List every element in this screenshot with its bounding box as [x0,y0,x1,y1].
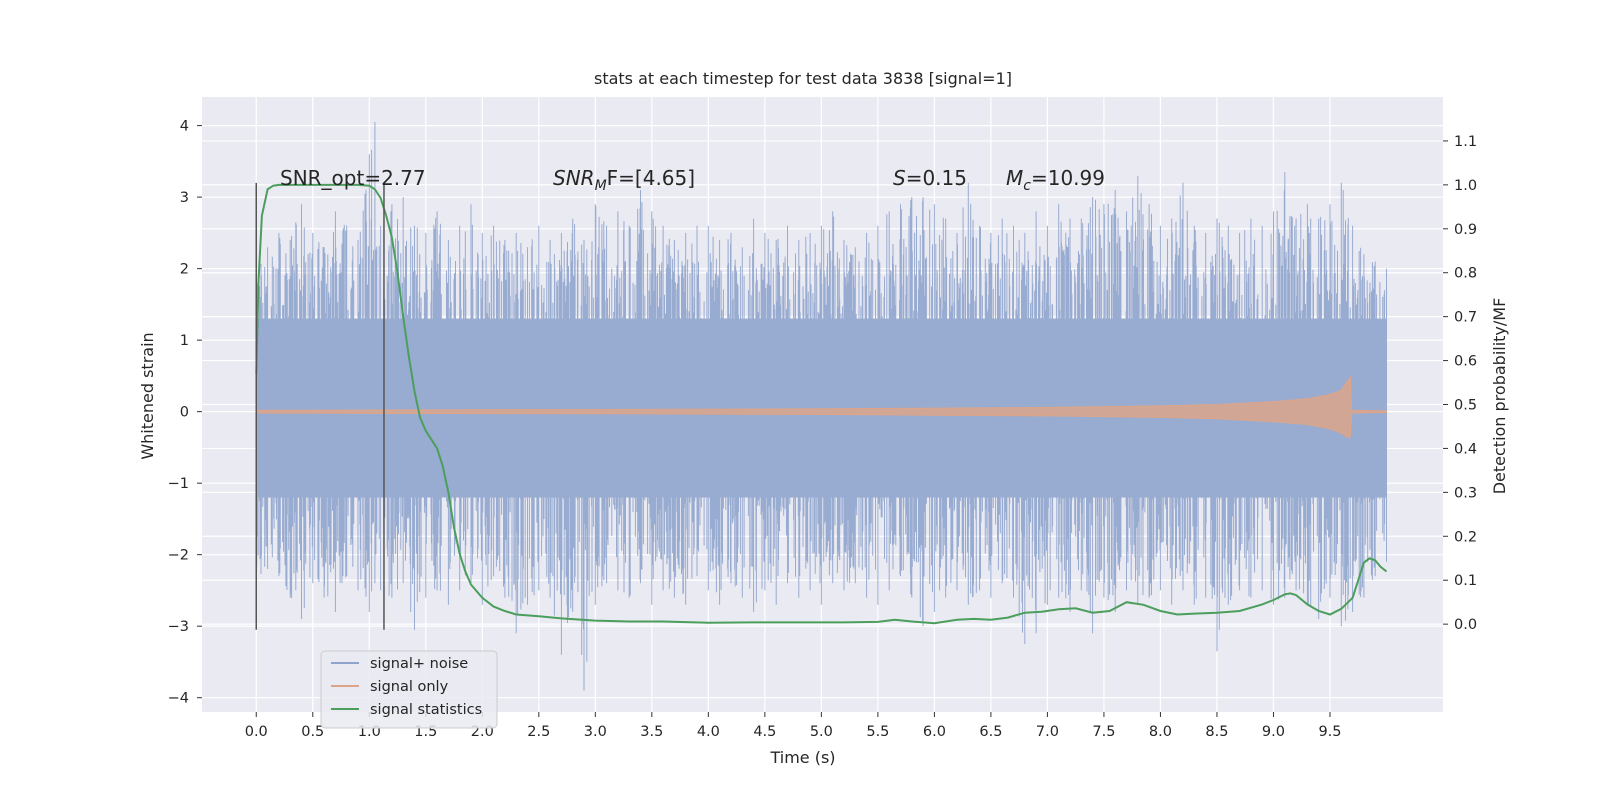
x-tick-label-18: 9.0 [1262,724,1285,740]
y-tick-right-label-1: 1.0 [1454,178,1477,194]
x-tick-label-14: 7.0 [1036,724,1059,740]
x-tick-label-1: 0.5 [301,724,324,740]
y-tick-right-label-7: 0.4 [1454,441,1477,457]
x-tick-label-11: 5.5 [866,724,889,740]
annotations: SNR_opt=2.77 SNRMF=[4.65] S=0.15 Mc=10.9… [280,166,1105,194]
annotation-snr-mf-rest: F=[4.65] [607,166,695,190]
y-tick-right-label-6: 0.5 [1454,398,1477,414]
x-tick-label-10: 5.0 [810,724,833,740]
vertical-markers [255,182,385,630]
x-tick-label-15: 7.5 [1092,724,1115,740]
y-tick-left-label-8: −4 [168,691,189,707]
y-tick-right-label-0: 1.1 [1454,134,1477,150]
y-tick-right-label-4: 0.7 [1454,310,1477,326]
x-tick-label-9: 4.5 [753,724,776,740]
x-tick-label-8: 4.0 [697,724,720,740]
series-signal-statistics [255,183,1388,625]
legend-label-signal-noise: signal+ noise [370,656,468,672]
y-tick-left-label-0: 4 [180,119,189,135]
y-tick-left-label-1: 3 [180,190,189,206]
y-tick-right-label-11: 0.0 [1454,617,1477,633]
annotation-mc-rest: =10.99 [1031,166,1105,190]
y-tick-right-label-10: 0.1 [1454,573,1477,589]
y-tick-left-label-5: −1 [168,476,189,492]
x-tick-label-19: 9.5 [1318,724,1341,740]
x-axis-label: Time (s) [769,748,835,767]
y-tick-right-label-5: 0.6 [1454,354,1477,370]
y-ticks-right: 1.1 1.0 0.9 0.8 0.7 0.6 0.5 0.4 0.3 0.2 0.1 0.0 [1443,134,1477,633]
legend-label-signal-statistics: signal statistics [370,702,482,718]
x-tick-label-6: 3.0 [584,724,607,740]
y-axis-label-left: Whitened strain [138,332,157,459]
series-layer [255,122,1388,691]
x-ticks: 0.0 0.5 1.0 1.5 2.0 2.5 3.0 3.5 4.0 4.5 5.0 5.5 6.0 6… [245,712,1342,740]
y-tick-left-label-2: 2 [180,262,189,278]
y-tick-right-label-3: 0.8 [1454,266,1477,282]
y-tick-right-label-9: 0.2 [1454,529,1477,545]
annotation-s-var: S [893,166,906,190]
x-tick-label-16: 8.0 [1149,724,1172,740]
y-tick-left-label-4: 0 [180,405,189,421]
y-tick-right-label-8: 0.3 [1454,485,1477,501]
y-axis-label-right: Detection probability/MF [1490,298,1509,495]
annotation-s: S=0.15 [893,166,967,190]
annotation-s-rest: =0.15 [906,166,967,190]
annotation-snr-mf-base: SNR [553,166,595,190]
annotation-mc-sub: c [1023,178,1031,194]
annotation-snr-opt: SNR_opt=2.77 [280,166,426,190]
annotation-mc-var: M [1006,166,1023,190]
y-tick-left-label-3: 1 [180,333,189,349]
x-tick-label-5: 2.5 [527,724,550,740]
legend-label-signal-only: signal only [370,679,449,695]
y-tick-left-label-7: −3 [168,619,189,635]
annotation-snr-mf: SNRMF=[4.65] [553,166,695,194]
annotation-snr-mf-sub: M [595,178,607,194]
chart-title: stats at each timestep for test data 383… [594,69,1012,88]
x-tick-label-13: 6.5 [979,724,1002,740]
x-tick-label-0: 0.0 [245,724,268,740]
y-tick-left-label-6: −2 [168,548,189,564]
x-tick-label-12: 6.0 [923,724,946,740]
y-tick-right-label-2: 0.9 [1454,222,1477,238]
x-tick-label-7: 3.5 [640,724,663,740]
x-tick-label-17: 8.5 [1205,724,1228,740]
legend-box [320,650,498,729]
annotation-mc: Mc=10.99 [1006,166,1105,194]
legend: signal+ noise signal only signal statist… [320,650,498,729]
y-ticks-left: 4 3 2 1 0 −1 −2 −3 −4 [168,119,202,707]
series-signal-only [255,375,1387,438]
